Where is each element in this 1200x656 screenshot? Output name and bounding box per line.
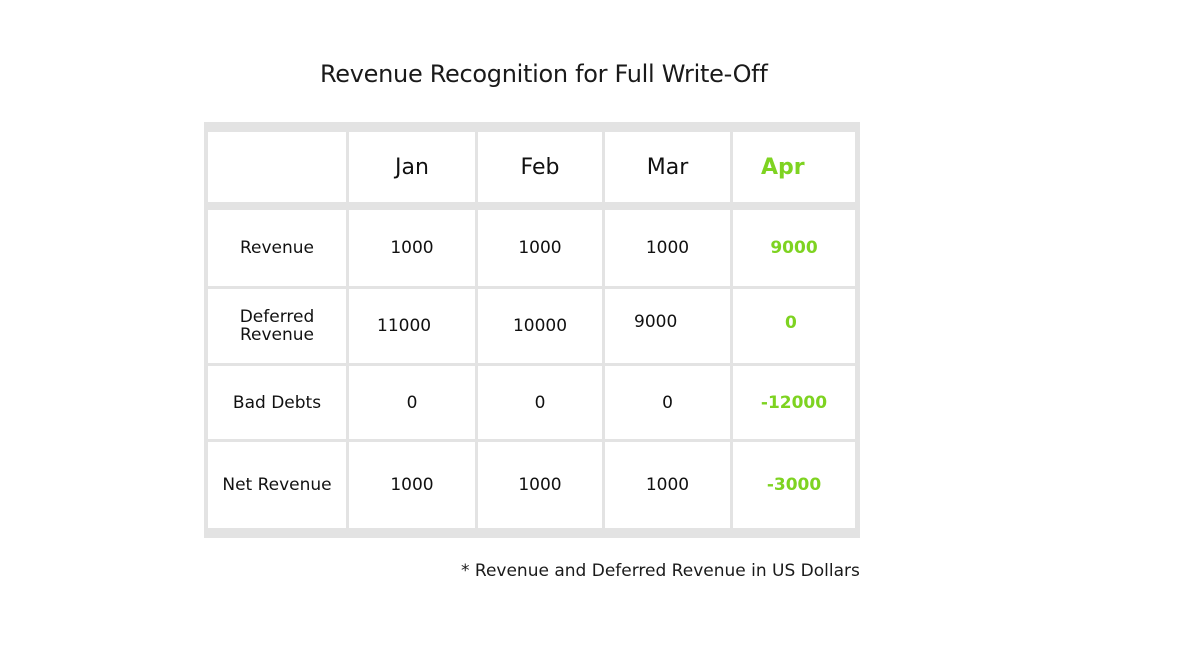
column-header-apr: Apr bbox=[733, 132, 855, 202]
column-header-feb: Feb bbox=[478, 132, 602, 202]
table-cell: 1000 bbox=[349, 210, 475, 286]
table-cell: -12000 bbox=[733, 366, 855, 439]
footnote: * Revenue and Deferred Revenue in US Dol… bbox=[461, 561, 860, 581]
revenue-table: Jan Feb Mar Apr Revenue 1000 1000 1000 9… bbox=[204, 122, 860, 538]
table-cell: 0 bbox=[733, 289, 855, 363]
row-label-net-revenue: Net Revenue bbox=[208, 442, 346, 528]
table-cell: 11000 bbox=[349, 289, 475, 363]
table-cell: 1000 bbox=[605, 210, 730, 286]
row-label-deferred-revenue: Deferred Revenue bbox=[208, 289, 346, 363]
column-header-mar: Mar bbox=[605, 132, 730, 202]
row-label-bad-debts: Bad Debts bbox=[208, 366, 346, 439]
table-cell: 1000 bbox=[349, 442, 475, 528]
table-cell: 0 bbox=[349, 366, 475, 439]
table-cell: 1000 bbox=[478, 442, 602, 528]
page-title: Revenue Recognition for Full Write-Off bbox=[320, 60, 768, 88]
table-cell: 0 bbox=[605, 366, 730, 439]
column-header-jan: Jan bbox=[349, 132, 475, 202]
row-label-revenue: Revenue bbox=[208, 210, 346, 286]
table-cell: -3000 bbox=[733, 442, 855, 528]
table-cell: 9000 bbox=[733, 210, 855, 286]
table-corner-cell bbox=[208, 132, 346, 202]
table-cell: 9000 bbox=[605, 289, 730, 363]
table-cell: 10000 bbox=[478, 289, 602, 363]
table-cell: 1000 bbox=[478, 210, 602, 286]
table-cell: 0 bbox=[478, 366, 602, 439]
table-cell: 1000 bbox=[605, 442, 730, 528]
